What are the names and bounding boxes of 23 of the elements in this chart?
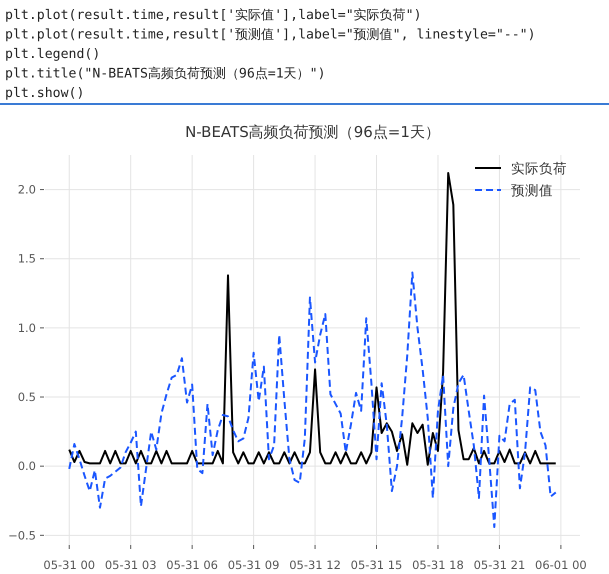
x-tick-label: 06-01 00	[535, 558, 587, 572]
x-tick-label: 05-31 06	[166, 558, 218, 572]
x-tick-label: 05-31 09	[228, 558, 280, 572]
y-tick-label: 1.0	[18, 320, 36, 335]
y-tick-label: 0.5	[18, 390, 36, 404]
y-tick-label: 2.0	[18, 182, 36, 197]
y-tick-label: 0.0	[18, 459, 36, 474]
legend: 实际负荷	[511, 161, 567, 177]
annotation: plt.title("N-BEATS高频负荷预测（96点=1天）")	[5, 66, 326, 82]
y-tick-label: −0.5	[8, 528, 36, 542]
x-tick-label: 05-31 18	[412, 558, 464, 572]
chart-title: N-BEATS高频负荷预测（96点=1天）	[185, 123, 440, 141]
annotation: plt.plot(result.time,result['预测值'],label="预测值", linestyle="--")	[5, 28, 536, 42]
x-tick-label: 05-31 21	[474, 558, 526, 572]
y-tick-label: 1.5	[18, 252, 36, 266]
x-tick-label: 05-31 12	[289, 558, 341, 572]
annotation: plt.plot(result.time,result['实际值'],label="实际负荷")	[5, 8, 422, 23]
x-tick-label: 05-31 03	[104, 558, 157, 572]
legend: 预测值	[511, 183, 553, 199]
x-tick-label: 05-31 00	[43, 558, 96, 572]
annotation: plt.show()	[5, 86, 84, 101]
annotation: plt.legend()	[5, 47, 100, 62]
x-tick-label: 05-31 15	[350, 558, 402, 572]
